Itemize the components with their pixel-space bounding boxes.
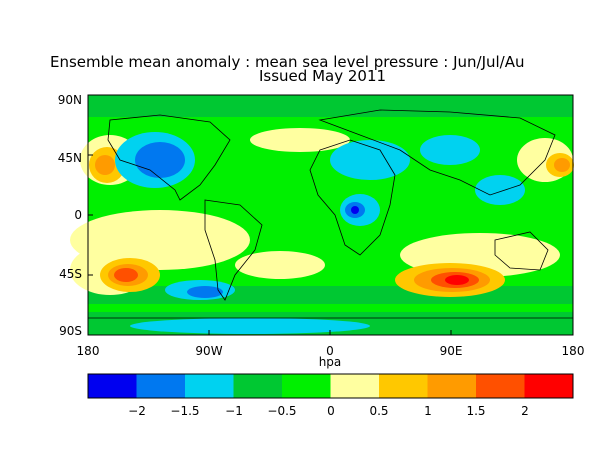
north-america-outline <box>107 114 231 201</box>
colorbar-tick-label: −1.5 <box>170 404 200 418</box>
colorbar-cell <box>282 374 331 398</box>
colorbar-tick-label: −2 <box>128 404 146 418</box>
atlantic-pale <box>235 251 325 279</box>
colorbar-frame <box>87 373 574 399</box>
colorbar-tick-label: 0.5 <box>369 404 389 418</box>
south-pacific-high-inner <box>114 268 138 282</box>
colorbar-cell <box>136 374 186 398</box>
colorbar-tick-label: 0 <box>327 404 335 418</box>
east-pacific-high-inner <box>554 158 570 172</box>
southwest-atlantic-low-inner <box>187 286 223 298</box>
colorbar-cell <box>233 374 283 398</box>
africa-low-core <box>351 206 359 214</box>
colorbar-cell <box>185 374 234 398</box>
lat-label-90s: 90S <box>59 324 82 338</box>
colorbar-cell <box>379 374 428 398</box>
east-asia-low <box>475 175 525 205</box>
lon-label-0: 0 <box>326 344 334 358</box>
colorbar-tick-label: −1 <box>225 404 243 418</box>
chart-title-line-2: Issued May 2011 <box>259 67 387 85</box>
chart-title-line-1: Ensemble mean anomaly : mean sea level p… <box>50 53 525 71</box>
eurasia-low <box>330 140 410 180</box>
arctic-band <box>88 95 573 117</box>
lon-label-180-east: 180 <box>561 344 585 358</box>
lat-label-45s: 45S <box>59 267 82 281</box>
antarctic-low <box>130 318 370 334</box>
colorbar-cells <box>88 374 574 398</box>
colorbar-cell <box>476 374 525 398</box>
lat-label-45n: 45N <box>57 151 82 165</box>
colorbar-cell <box>524 374 574 398</box>
colorbar-cell <box>88 374 137 398</box>
coastlines <box>88 109 573 319</box>
asia-low <box>420 135 480 165</box>
colorbar-cell <box>330 374 380 398</box>
africa-outline <box>309 139 396 256</box>
colorbar-tick-label: 2 <box>521 404 529 418</box>
indian-ocean-high-core <box>445 275 469 285</box>
colorbar-tick-label: −0.5 <box>267 404 297 418</box>
lon-label-90e: 90E <box>439 344 463 358</box>
lat-label-0: 0 <box>74 208 82 222</box>
australia-outline <box>494 231 549 271</box>
south-america-outline <box>204 199 263 301</box>
colorbar-cell <box>427 374 477 398</box>
north-pacific-high-inner <box>95 155 115 175</box>
axis-ticks <box>87 94 574 336</box>
units-label: hpa <box>318 355 342 369</box>
colorbar-tick-label: 1.5 <box>466 404 486 418</box>
north-atlantic-pale <box>250 128 350 152</box>
lon-label-180-west: 180 <box>76 344 100 358</box>
colorbar-tick-label: 1 <box>424 404 432 418</box>
lat-label-90n: 90N <box>57 93 82 107</box>
lon-label-90w: 90W <box>195 344 223 358</box>
eurasia-outline <box>318 109 556 196</box>
